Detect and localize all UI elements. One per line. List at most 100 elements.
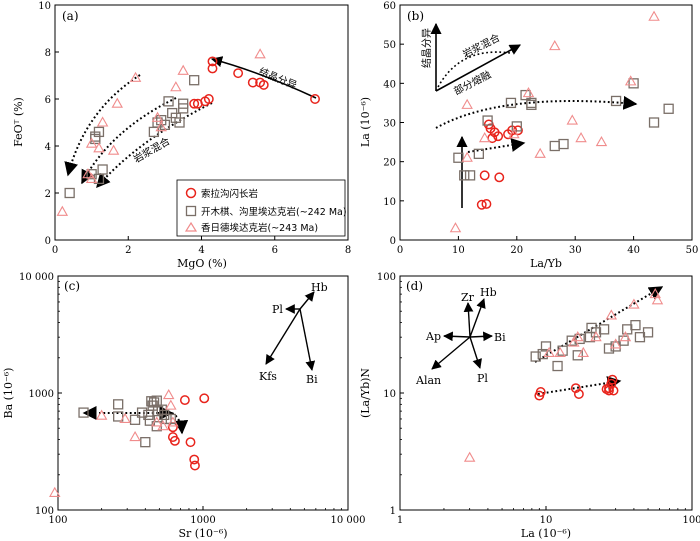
panel-b-ytick-label: 10	[383, 197, 396, 208]
panel-b-point-kaimuqi	[549, 140, 560, 152]
legend-label-1: 索拉沟闪长岩	[201, 188, 258, 200]
panel-d-point-kaimuqi	[552, 360, 563, 372]
panel-a-point-diorite	[207, 56, 218, 67]
panel-b-point-xiangride	[648, 10, 660, 21]
panel-c-point-diorite	[179, 395, 190, 406]
panel-d-vector-label-hb: Hb	[480, 286, 497, 299]
panel-d-points	[463, 288, 664, 462]
panel-c-ticks: 100 1000 10 000 100 1000 10 000	[19, 272, 366, 526]
panel-d-point-kaimuqi	[557, 345, 568, 356]
panel-b-inset-partial-melting-arrow	[435, 44, 521, 92]
legend-label-3: 香日德埃达克岩(~243 Ma)	[201, 222, 318, 234]
panel-c-xlabel: Sr (10⁻⁶)	[178, 527, 227, 540]
panel-b-point-kaimuqi	[663, 103, 674, 114]
panel-c-point-kaimuqi	[113, 411, 124, 422]
panel-d-point-xiangride	[649, 288, 661, 299]
panel-d-frame	[399, 275, 693, 511]
panel-a-point-diorite	[258, 79, 269, 90]
panel-d-point-kaimuqi	[537, 348, 548, 360]
panel-c-point-kaimuqi	[78, 407, 89, 418]
panel-b-annotation-mixing: 岩浆混合	[460, 31, 502, 61]
panel-d-vector-label-bi: Bi	[494, 331, 506, 344]
panel-b-point-kaimuqi	[520, 89, 531, 101]
panel-a-point-diorite	[189, 98, 200, 109]
panel-b-annotation-fractionation: 结晶分异	[420, 28, 433, 68]
panel-a-point-kaimuqi	[97, 164, 108, 175]
panel-a-point-xiangride	[56, 205, 69, 216]
panel-b-ytick-label: 20	[383, 158, 396, 169]
panel-d-point-diorite	[535, 387, 546, 397]
panel-d-point-xiangride	[628, 298, 640, 309]
panel-c-ylabel: Ba (10⁻⁶)	[2, 368, 15, 419]
panel-a-ytick-label: 6	[45, 95, 51, 106]
panel-a-points	[56, 48, 320, 216]
panel-d-point-diorite	[608, 385, 619, 396]
panel-d-point-kaimuqi	[603, 343, 615, 354]
panel-b-point-diorite	[494, 172, 505, 183]
panel-c-vector-label-kfs: Kfs	[259, 370, 277, 383]
panel-a-ytick-label: 10	[38, 1, 51, 12]
panel-c: (c) 100 1000 10 000 100 1000 10 000 Sr (10⁻⁶)…	[2, 272, 366, 540]
panel-a-ytick-label: 4	[45, 142, 51, 153]
panel-d-point-xiangride	[543, 346, 555, 357]
panel-b-points	[449, 10, 674, 233]
panel-c-point-diorite	[189, 454, 200, 465]
panel-d-label: (d)	[406, 279, 423, 293]
panel-a-ylabel: FeOᵀ (%)	[12, 97, 25, 147]
panel-b-inset-mixing-curve	[435, 51, 511, 92]
panel-d-point-diorite	[604, 385, 614, 396]
panel-c-point-diorite	[167, 432, 178, 443]
panel-a-point-diorite	[310, 94, 320, 104]
panel-a-mixing-trend-1	[64, 74, 141, 177]
panel-b-ytick-label: 40	[383, 79, 396, 90]
panel-b-point-diorite	[493, 131, 504, 142]
panel-d-point-xiangride	[619, 331, 632, 342]
panel-b-point-xiangride	[461, 98, 473, 109]
panel-d-point-diorite	[607, 374, 618, 385]
panel-a-xlabel: MgO (%)	[177, 257, 227, 270]
panel-d-upper-trend	[534, 286, 664, 363]
panel-b-xtick-label: 30	[569, 245, 582, 256]
panel-d-xtick-label: 100	[682, 515, 700, 526]
panel-d-point-diorite	[570, 383, 581, 394]
panel-c-ytick-label: 1000	[29, 389, 54, 400]
panel-b-point-xiangride	[549, 40, 561, 51]
panel-c-point-xiangride	[162, 388, 175, 400]
panel-d-xlabel: La (10⁻⁶)	[521, 527, 571, 540]
panel-b-point-xiangride	[522, 87, 535, 98]
panel-d-vector-hb	[469, 298, 486, 338]
panel-d-point-xiangride	[463, 451, 476, 462]
panel-c-vector-hb	[299, 291, 315, 310]
panel-b-ytick-label: 30	[383, 119, 396, 130]
panel-a-point-xiangride	[107, 144, 120, 155]
panel-a-point-xiangride	[85, 137, 98, 148]
panel-d-point-xiangride	[572, 331, 584, 342]
panel-a-xtick-label: 6	[272, 245, 278, 256]
panel-d-point-kaimuqi	[586, 322, 597, 334]
panel-a-point-diorite	[203, 94, 214, 104]
panel-a-xtick-label: 8	[345, 245, 351, 256]
panel-a-point-kaimuqi	[163, 96, 174, 107]
panel-a-point-kaimuqi	[152, 117, 163, 128]
panel-d-point-xiangride	[568, 336, 580, 347]
panel-d-point-xiangride	[651, 294, 664, 305]
panel-d: (d) 1 10 100 1 10 100 La (10⁻⁶) (La/Yb)N Zr H…	[359, 272, 700, 540]
panel-b-point-kaimuqi	[453, 152, 464, 163]
panel-a-point-xiangride	[111, 97, 124, 108]
panel-b-annotation-melting: 部分熔融	[451, 68, 493, 98]
panel-d-vector-label-alan: Alan	[415, 374, 441, 387]
panel-c-ytick-label: 100	[35, 506, 54, 517]
panel-b-xtick-label: 40	[627, 245, 640, 256]
panel-c-xtick-label: 10 000	[331, 515, 366, 526]
panel-b-melting-trend	[435, 95, 638, 129]
panel-c-point-kaimuqi	[161, 413, 172, 425]
panel-b-ytick-label: 50	[383, 40, 396, 51]
panel-a-point-diorite	[233, 68, 244, 79]
panel-b-point-diorite	[481, 199, 492, 209]
panel-d-ytick-label: 100	[377, 272, 396, 283]
panel-a-point-xiangride	[177, 64, 189, 75]
panel-b-point-kaimuqi	[511, 121, 522, 132]
panel-b-ticks: 0 10 20 30 40 50 0 10 20 30 40 50 60	[383, 1, 698, 256]
panel-a-point-kaimuqi	[178, 98, 189, 109]
panel-c-xtick-label: 1000	[190, 515, 215, 526]
